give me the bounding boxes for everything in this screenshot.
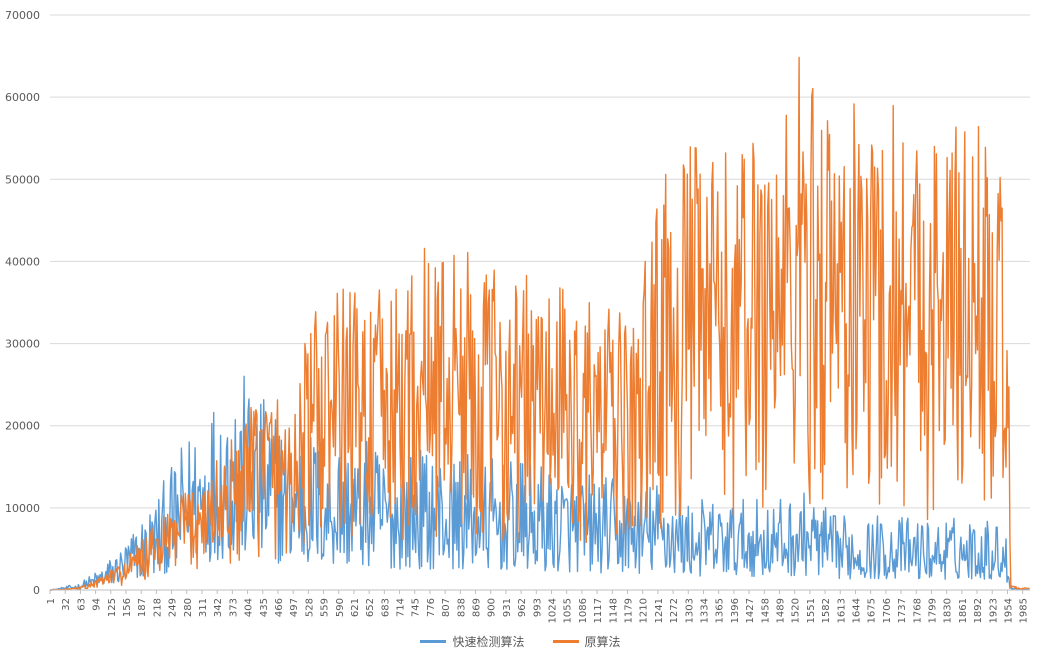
legend-swatch-original [552, 640, 579, 643]
x-tick-label: 125 [107, 598, 118, 617]
x-tick-label: 1272 [669, 598, 680, 623]
x-tick-label: 1427 [745, 598, 756, 623]
x-tick-label: 373 [228, 598, 239, 617]
x-tick-label: 683 [380, 598, 391, 617]
y-tick-label: 10000 [5, 502, 40, 515]
x-tick-label: 280 [183, 598, 194, 617]
x-tick-label: 1582 [821, 598, 832, 623]
x-tick-label: 1675 [867, 598, 878, 623]
x-tick-label: 931 [502, 598, 513, 617]
x-tick-label: 652 [365, 598, 376, 617]
x-axis-ticks: 1 32 63 94 125 156 187 218 249 280 311 342 373 404 435… [46, 590, 1030, 623]
x-tick-label: 621 [350, 598, 361, 617]
x-tick-label: 745 [411, 598, 422, 617]
x-tick-label: 1055 [563, 598, 574, 623]
x-tick-label: 1303 [684, 598, 695, 623]
x-tick-label: 218 [152, 598, 163, 617]
x-tick-label: 311 [198, 598, 209, 617]
x-tick-label: 1892 [973, 598, 984, 623]
x-tick-label: 900 [487, 598, 498, 617]
x-tick-label: 714 [396, 598, 407, 617]
x-tick-label: 32 [61, 598, 72, 611]
x-tick-label: 1985 [1019, 598, 1030, 623]
x-tick-label: 1334 [699, 598, 710, 623]
y-tick-label: 30000 [5, 338, 40, 351]
x-tick-label: 497 [289, 598, 300, 617]
legend-item-fast: 快速检测算法 [420, 633, 525, 650]
x-tick-label: 1613 [836, 598, 847, 623]
y-axis-ticks: 0 10000 20000 30000 40000 50000 60000 70000 [5, 9, 40, 597]
x-tick-label: 776 [426, 598, 437, 617]
x-tick-label: 1954 [1003, 598, 1014, 623]
x-tick-label: 993 [532, 598, 543, 617]
x-tick-label: 1086 [578, 598, 589, 623]
x-tick-label: 156 [122, 598, 133, 617]
legend-item-original: 原算法 [552, 633, 621, 650]
x-tick-label: 1861 [958, 598, 969, 623]
legend-swatch-fast [420, 640, 447, 643]
x-tick-label: 1148 [608, 598, 619, 623]
x-tick-label: 1644 [851, 598, 862, 623]
x-tick-label: 1923 [988, 598, 999, 623]
x-tick-label: 559 [320, 598, 331, 617]
series-line-original [49, 56, 1030, 591]
series-line-fast [50, 375, 1030, 591]
x-tick-label: 1179 [624, 598, 635, 623]
x-tick-label: 1551 [806, 598, 817, 623]
x-tick-label: 249 [168, 598, 179, 617]
x-tick-label: 1024 [548, 598, 559, 623]
x-tick-label: 1117 [593, 598, 604, 623]
x-tick-label: 838 [456, 598, 467, 617]
series-layer [49, 56, 1030, 591]
x-tick-label: 63 [76, 598, 87, 611]
y-tick-label: 50000 [5, 173, 40, 186]
x-tick-label: 1396 [730, 598, 741, 623]
x-tick-label: 1489 [775, 598, 786, 623]
y-tick-label: 60000 [5, 91, 40, 104]
x-tick-label: 869 [472, 598, 483, 617]
x-tick-label: 94 [92, 598, 103, 611]
legend-label-original: 原算法 [584, 635, 621, 649]
y-tick-label: 20000 [5, 420, 40, 433]
x-tick-label: 435 [259, 598, 270, 617]
legend: 快速检测算法 原算法 [0, 633, 1041, 650]
x-tick-label: 1 [46, 598, 57, 604]
x-tick-label: 1830 [943, 598, 954, 623]
x-tick-label: 187 [137, 598, 148, 617]
x-tick-label: 1365 [715, 598, 726, 623]
x-tick-label: 528 [304, 598, 315, 617]
x-tick-label: 1241 [654, 598, 665, 623]
x-tick-label: 1458 [760, 598, 771, 623]
x-tick-label: 466 [274, 598, 285, 617]
x-tick-label: 404 [244, 598, 255, 617]
x-tick-label: 1210 [639, 598, 650, 623]
x-tick-label: 1520 [791, 598, 802, 623]
x-tick-label: 1706 [882, 598, 893, 623]
y-tick-label: 70000 [5, 9, 40, 22]
x-tick-label: 590 [335, 598, 346, 617]
legend-label-fast: 快速检测算法 [452, 635, 525, 649]
x-tick-label: 1768 [912, 598, 923, 623]
x-tick-label: 1799 [927, 598, 938, 623]
y-tick-label: 0 [33, 584, 40, 597]
y-tick-label: 40000 [5, 255, 40, 268]
x-tick-label: 962 [517, 598, 528, 617]
x-tick-label: 342 [213, 598, 224, 617]
x-tick-label: 1737 [897, 598, 908, 623]
x-tick-label: 807 [441, 598, 452, 617]
